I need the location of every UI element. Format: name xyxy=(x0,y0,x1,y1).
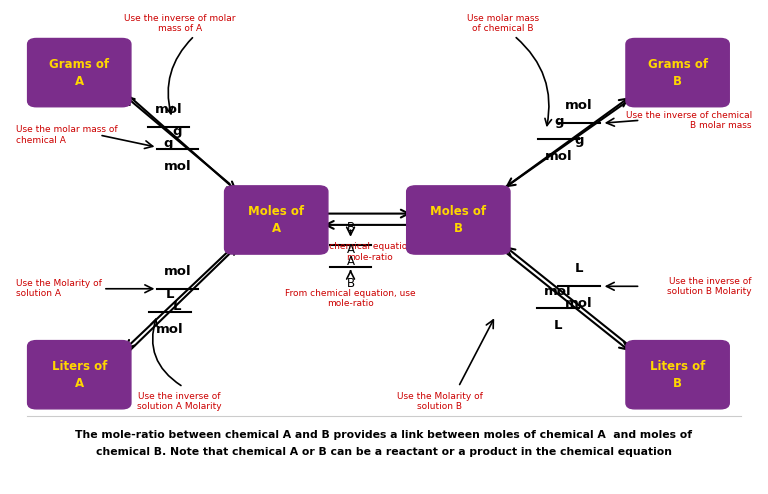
Text: mol: mol xyxy=(164,265,191,278)
Text: A: A xyxy=(346,243,355,256)
Text: From chemical equation, use
mole-ratio: From chemical equation, use mole-ratio xyxy=(285,289,415,308)
Text: B: B xyxy=(346,221,355,234)
Text: mol: mol xyxy=(565,297,593,310)
Text: The mole-ratio between chemical A and B provides a link between moles of chemica: The mole-ratio between chemical A and B … xyxy=(75,430,693,440)
FancyBboxPatch shape xyxy=(626,340,730,409)
Text: Liters of
A: Liters of A xyxy=(51,360,107,390)
Text: Liters of
B: Liters of B xyxy=(650,360,705,390)
FancyBboxPatch shape xyxy=(28,340,131,409)
Text: Use the Molarity of
solution B: Use the Molarity of solution B xyxy=(397,392,482,412)
Text: mol: mol xyxy=(545,150,572,163)
Text: L: L xyxy=(173,299,181,313)
Text: L: L xyxy=(574,262,583,276)
FancyBboxPatch shape xyxy=(407,186,510,254)
Text: Grams of
A: Grams of A xyxy=(49,58,109,87)
Text: Use the inverse of
solution B Molarity: Use the inverse of solution B Molarity xyxy=(667,277,752,296)
Text: mol: mol xyxy=(565,99,593,113)
Text: g: g xyxy=(574,134,584,147)
Text: Moles of
A: Moles of A xyxy=(248,205,304,235)
Text: Use the inverse of
solution A Molarity: Use the inverse of solution A Molarity xyxy=(137,392,222,412)
FancyBboxPatch shape xyxy=(626,39,730,107)
Text: g: g xyxy=(164,137,174,151)
FancyBboxPatch shape xyxy=(224,186,328,254)
Text: mol: mol xyxy=(154,103,182,116)
Text: mol: mol xyxy=(544,285,571,297)
Text: Grams of
B: Grams of B xyxy=(647,58,707,87)
Text: mol: mol xyxy=(164,160,191,172)
Text: Use the inverse of molar
mass of A: Use the inverse of molar mass of A xyxy=(124,14,235,33)
Text: Use the Molarity of
solution A: Use the Molarity of solution A xyxy=(16,279,102,298)
Text: Use the inverse of chemical
B molar mass: Use the inverse of chemical B molar mass xyxy=(626,111,752,130)
Text: mol: mol xyxy=(156,323,184,335)
Text: Use the molar mass of
chemical A: Use the molar mass of chemical A xyxy=(16,125,118,145)
Text: A: A xyxy=(346,255,355,268)
Text: g: g xyxy=(554,115,564,128)
Text: B: B xyxy=(346,278,355,290)
Text: L: L xyxy=(554,319,562,332)
Text: g: g xyxy=(173,125,182,138)
FancyBboxPatch shape xyxy=(28,39,131,107)
Text: Use molar mass
of chemical B: Use molar mass of chemical B xyxy=(467,14,539,33)
Text: From chemical equation, use
mole-ratio: From chemical equation, use mole-ratio xyxy=(304,242,435,262)
Text: chemical B. Note that chemical A or B can be a reactant or a product in the chem: chemical B. Note that chemical A or B ca… xyxy=(96,448,672,457)
Text: L: L xyxy=(166,288,174,301)
Text: Moles of
B: Moles of B xyxy=(430,205,486,235)
